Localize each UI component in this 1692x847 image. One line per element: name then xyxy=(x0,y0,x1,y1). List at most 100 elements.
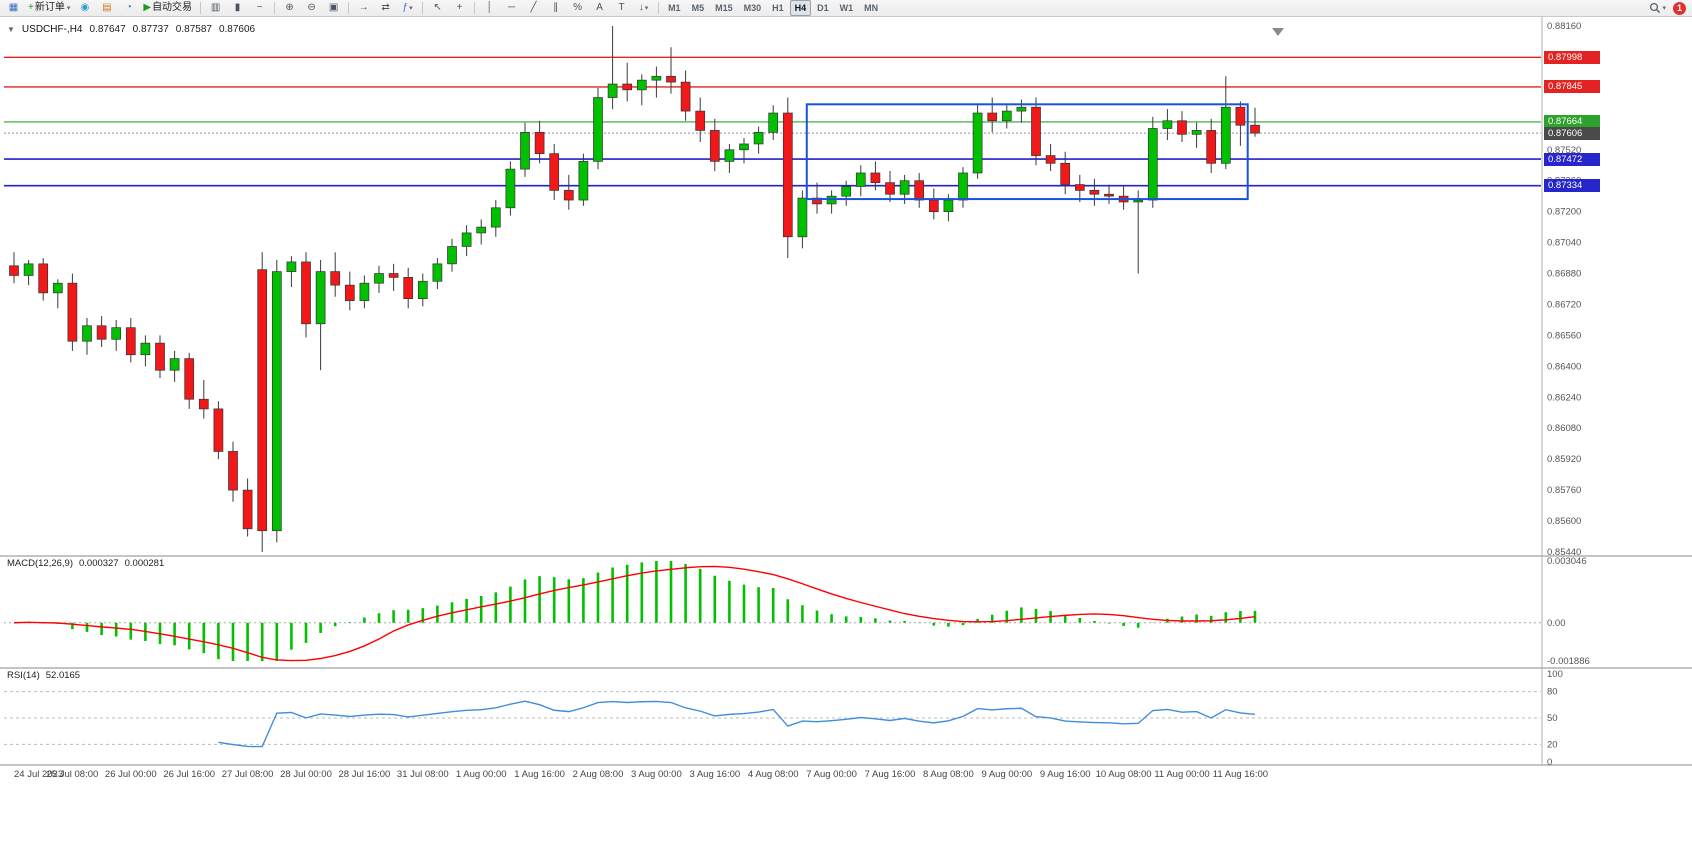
candle-body xyxy=(9,265,19,276)
candle-body xyxy=(797,197,808,238)
bar-chart-icon: ▥ xyxy=(210,2,221,13)
chart-shift-marker-icon[interactable] xyxy=(1272,28,1284,36)
auto-scroll-icon: → xyxy=(358,2,369,13)
chart-info-line: ▼ USDCHF-,H4 0.87647 0.87737 0.87587 0.8… xyxy=(7,24,255,35)
market-watch-button[interactable]: ◉ xyxy=(74,0,95,17)
crosshair-tool-button[interactable]: + xyxy=(449,0,470,17)
candle-body xyxy=(96,325,107,340)
candle-body xyxy=(739,143,749,151)
new-order-button[interactable]: + 新订单 ▾ xyxy=(25,0,73,17)
candle-body xyxy=(870,172,881,183)
chart-window-icon[interactable]: ▦ xyxy=(3,0,24,17)
window-icon: ▦ xyxy=(8,2,19,13)
time-axis-label: 11 Aug 00:00 xyxy=(1154,769,1209,780)
timeframe-m15-button[interactable]: M15 xyxy=(715,3,733,13)
arrows-tool-button[interactable]: ↓ ▾ xyxy=(633,0,654,17)
time-axis-label: 7 Aug 16:00 xyxy=(865,769,916,780)
chart-shift-button[interactable]: ⇄ xyxy=(375,0,396,17)
zoom-in-button[interactable]: ⊕ xyxy=(279,0,300,17)
price-axis-label: 0.87200 xyxy=(1547,207,1581,218)
time-axis-label: 28 Jul 16:00 xyxy=(339,769,391,780)
notification-badge[interactable]: 1 xyxy=(1673,1,1686,15)
vertical-line-icon: │ xyxy=(486,2,493,13)
candle-body xyxy=(680,81,691,112)
timeframe-mn-button[interactable]: MN xyxy=(864,3,879,13)
candle-body xyxy=(695,110,706,131)
candle-body xyxy=(563,190,574,201)
text-tool-button[interactable]: A xyxy=(589,0,610,17)
candle-body xyxy=(1235,106,1246,126)
tile-windows-button[interactable]: ▣ xyxy=(323,0,344,17)
fibonacci-icon: % xyxy=(573,2,583,13)
cursor-tool-button[interactable]: ↖ xyxy=(427,0,448,17)
label-tool-button[interactable]: T xyxy=(611,0,632,17)
candle-body xyxy=(111,327,122,340)
candle-body xyxy=(709,130,720,162)
zoom-out-button[interactable]: ⊖ xyxy=(301,0,322,17)
auto-scroll-button[interactable]: → xyxy=(353,0,374,17)
channel-tool-button[interactable]: ∥ xyxy=(545,0,566,17)
search-button[interactable]: ▾ xyxy=(1646,0,1669,17)
timeframe-h4-button[interactable]: H4 xyxy=(789,0,812,16)
toolbar-separator xyxy=(474,2,476,14)
candle-body xyxy=(330,271,341,286)
candle-body xyxy=(403,277,414,300)
trendline-icon: ╱ xyxy=(530,2,537,13)
line-chart-icon: ~ xyxy=(256,2,263,13)
rsi-axis-label: 0 xyxy=(1547,757,1552,768)
candle-body xyxy=(198,398,209,410)
bar-chart-button[interactable]: ▥ xyxy=(205,0,226,17)
timeframe-w1-button[interactable]: W1 xyxy=(839,3,854,13)
alerts-button[interactable]: ◔ xyxy=(118,0,139,17)
candle-body xyxy=(1074,184,1085,191)
timeframe-m1-button[interactable]: M1 xyxy=(668,3,681,13)
trendline-tool-button[interactable]: ╱ xyxy=(523,0,544,17)
crosshair-icon: + xyxy=(456,2,463,13)
fibonacci-tool-button[interactable]: % xyxy=(567,0,588,17)
candle-body xyxy=(1162,120,1173,129)
candlestick-chart-button[interactable]: ▮ xyxy=(227,0,248,17)
time-axis-label: 2 Aug 08:00 xyxy=(573,769,624,780)
price-axis-label: 0.88160 xyxy=(1547,21,1581,32)
candle-body xyxy=(578,161,589,201)
time-axis-label: 8 Aug 08:00 xyxy=(923,769,974,780)
candle-body xyxy=(140,342,151,356)
timeframe-d1-button[interactable]: D1 xyxy=(817,3,829,13)
time-axis-label: 26 Jul 00:00 xyxy=(105,769,157,780)
timeframe-h1-button[interactable]: H1 xyxy=(772,3,784,13)
one-click-trading-expander-icon[interactable]: ▼ xyxy=(7,25,15,34)
chevron-down-icon: ▾ xyxy=(1662,4,1666,12)
auto-trading-label: 自动交易 xyxy=(152,2,193,13)
timeframe-m5-button[interactable]: M5 xyxy=(691,3,705,13)
horizontal-line-tool-button[interactable]: ─ xyxy=(501,0,522,17)
time-axis-label: 1 Aug 00:00 xyxy=(456,769,507,780)
candlestick-icon: ▮ xyxy=(234,2,241,13)
line-chart-button[interactable]: ~ xyxy=(249,0,270,17)
rsi-label-row: RSI(14) 52.0165 xyxy=(7,670,80,681)
consolidation-rectangle[interactable] xyxy=(805,103,1249,201)
time-axis-label: 11 Aug 16:00 xyxy=(1213,769,1268,780)
symbol-period-label: USDCHF-,H4 xyxy=(21,24,83,35)
candle-body xyxy=(753,132,764,145)
clock-icon: ◔ xyxy=(125,2,132,13)
candle-body xyxy=(1016,106,1027,112)
profiles-button[interactable]: ▤ xyxy=(96,0,117,17)
candle-body xyxy=(1045,155,1056,164)
candle-body xyxy=(651,75,662,81)
time-axis-label: 3 Aug 16:00 xyxy=(689,769,740,780)
timeframe-m30-button[interactable]: M30 xyxy=(743,3,762,13)
auto-trading-button[interactable]: ▶ 自动交易 xyxy=(140,0,196,17)
price-axis-label: 0.86880 xyxy=(1547,269,1581,280)
price-axis-label: 0.86720 xyxy=(1547,299,1581,310)
price-level-badge: 0.87334 xyxy=(1544,179,1600,193)
price-chart-canvas[interactable]: 0.881600.880000.878400.876800.875200.873… xyxy=(0,17,1692,847)
candle-body xyxy=(286,261,297,272)
toolbar-separator xyxy=(274,2,276,14)
candle-body xyxy=(593,97,603,162)
candle-body xyxy=(184,358,195,400)
candle-body xyxy=(505,168,516,209)
indicators-button[interactable]: ƒ ▾ xyxy=(397,0,418,17)
candle-body xyxy=(155,342,165,371)
candle-body xyxy=(271,271,282,532)
vertical-line-tool-button[interactable]: │ xyxy=(479,0,500,17)
